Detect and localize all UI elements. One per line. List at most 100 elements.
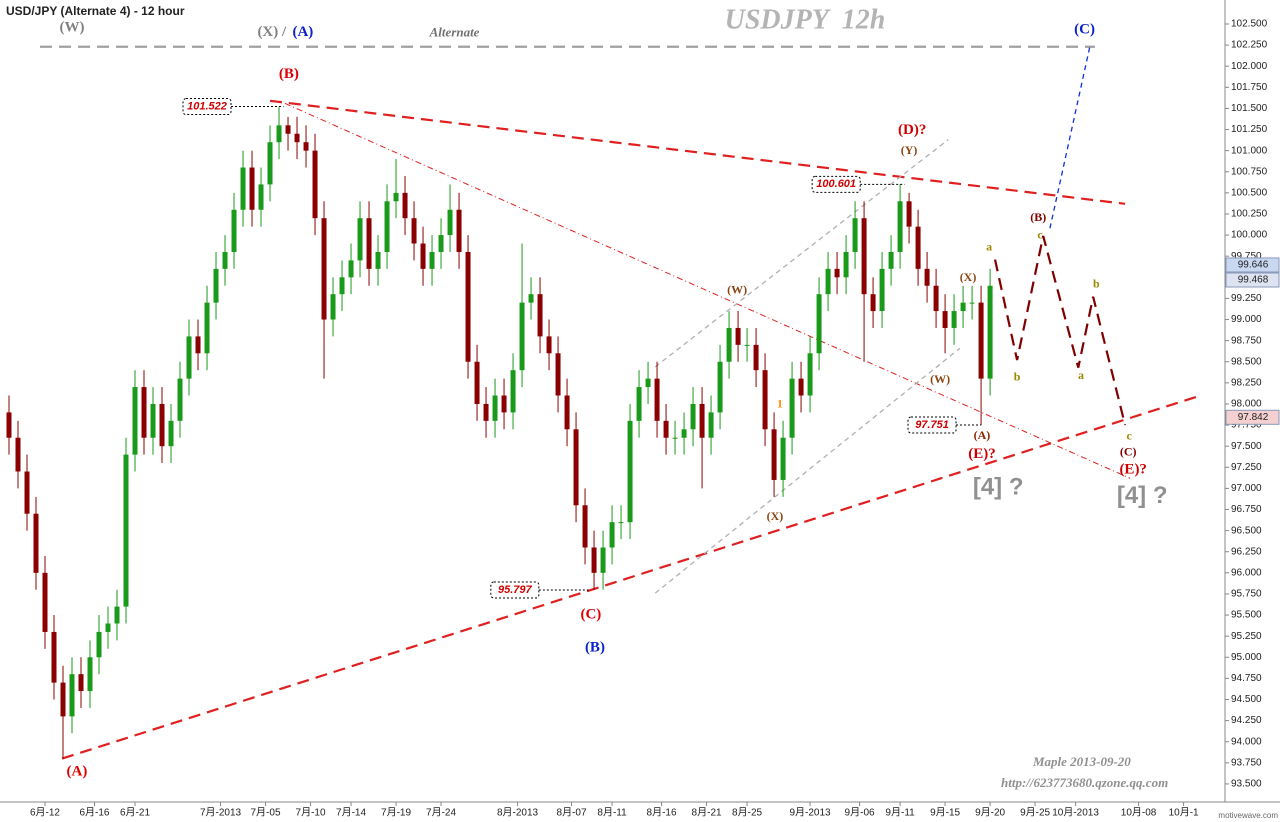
chart-title: USD/JPY (Alternate 4) - 12 hour: [6, 4, 185, 18]
candle-body: [762, 370, 768, 430]
wave-label: http://623773680.qzone.qq.com: [1001, 775, 1168, 790]
wave-label: (Y): [901, 143, 918, 157]
candle-body: [726, 327, 732, 362]
candle-body: [816, 294, 822, 354]
wave-label: Maple 2013-09-20: [1032, 754, 1131, 769]
trend-line: [654, 347, 961, 594]
candle-body: [150, 403, 156, 438]
wave-label: (A): [292, 24, 313, 40]
wave-label: (B): [585, 639, 605, 655]
y-tick-label: 101.250: [1231, 124, 1268, 135]
candle-body: [411, 218, 417, 244]
price-box: [811, 175, 861, 193]
x-tick-label: 9月-2013: [789, 807, 831, 819]
candle-body: [501, 395, 507, 413]
candle-body: [267, 142, 273, 185]
candle-body: [978, 302, 984, 379]
y-tick-label: 101.000: [1231, 145, 1268, 156]
candle-body: [564, 395, 570, 430]
price-box: [490, 581, 540, 599]
candle-body: [537, 294, 543, 337]
y-tick-label: 98.750: [1231, 335, 1262, 346]
candle-body: [870, 294, 876, 312]
candle-body: [843, 251, 849, 278]
price-box-label: 97.751: [915, 419, 949, 431]
y-tick-label: 102.250: [1231, 40, 1268, 51]
wave-label: (E)?: [1119, 461, 1147, 477]
x-tick-label: 7月-24: [426, 807, 456, 819]
candle-body: [825, 268, 831, 295]
x-tick-label: 9月-06: [845, 807, 875, 819]
x-tick-label: 7月-05: [251, 807, 281, 819]
y-tick-label: 97.750: [1231, 420, 1262, 431]
candle-body: [600, 547, 606, 573]
candle-body: [771, 429, 777, 480]
y-tick-label: 93.750: [1231, 757, 1262, 768]
candle-body: [366, 218, 372, 269]
candle-body: [663, 420, 669, 438]
candle-body: [708, 412, 714, 438]
candle-body: [528, 294, 534, 303]
candle-body: [339, 277, 345, 295]
price-box-label: 101.522: [187, 100, 227, 112]
y-tick-label: 100.500: [1231, 187, 1268, 198]
y-tick-label: 98.250: [1231, 377, 1262, 388]
candle-body: [609, 522, 615, 548]
x-tick-label: 9月-20: [975, 807, 1005, 819]
candle-body: [213, 268, 219, 303]
candle-body: [672, 437, 678, 439]
wave-label: a: [986, 239, 992, 253]
candle-body: [168, 420, 174, 447]
wave-label: (C): [1120, 445, 1137, 459]
candle-body: [510, 370, 516, 413]
candle-body: [933, 285, 939, 312]
price-tag: [1225, 409, 1280, 425]
candle-body: [519, 302, 525, 371]
candle-body: [114, 606, 120, 624]
x-tick-label: 10月-1: [1169, 807, 1199, 819]
candle-body: [249, 167, 255, 210]
y-tick-label: 102.000: [1231, 61, 1268, 72]
wave-label: (X) /: [257, 24, 287, 40]
candle-body: [960, 302, 966, 312]
y-tick-label: 93.500: [1231, 779, 1262, 790]
x-tick-label: 6月-12: [30, 807, 60, 819]
x-tick-label: 6月-16: [79, 807, 109, 819]
trend-line: [61, 395, 1199, 760]
candle-body: [438, 235, 444, 252]
candle-body: [276, 125, 282, 143]
wave-label: (D)?: [898, 122, 926, 138]
x-tick-label: 8月-07: [557, 807, 587, 819]
candle-body: [420, 243, 426, 269]
candle-body: [321, 218, 327, 320]
y-tick-label: 95.500: [1231, 610, 1262, 621]
y-tick-label: 99.250: [1231, 293, 1262, 304]
candle-body: [96, 631, 102, 658]
candle-body: [447, 209, 453, 236]
candle-body: [285, 125, 291, 134]
candle-body: [807, 353, 813, 396]
wave-label: (C): [1074, 21, 1095, 37]
price-box: [182, 98, 232, 116]
wave-label: [4] ?: [973, 474, 1024, 501]
candle-body: [483, 403, 489, 421]
candle-body: [186, 336, 192, 379]
candle-body: [591, 547, 597, 573]
y-tick-label: 94.750: [1231, 673, 1262, 684]
candle-body: [897, 201, 903, 252]
y-tick-label: 99.000: [1231, 314, 1262, 325]
trend-line: [654, 139, 949, 368]
y-tick-label: 102.500: [1231, 19, 1268, 30]
candle-body: [834, 268, 840, 278]
candle-body: [402, 192, 408, 219]
price-tag-label: 99.646: [1238, 260, 1269, 271]
candle-body: [582, 505, 588, 548]
candle-body: [969, 302, 975, 304]
candle-body: [330, 294, 336, 320]
y-tick-label: 98.500: [1231, 356, 1262, 367]
candle-body: [492, 395, 498, 421]
price-box-label: 100.601: [816, 178, 856, 190]
candle-body: [636, 387, 642, 421]
wave-label: b: [1014, 370, 1021, 384]
candle-body: [60, 682, 66, 717]
